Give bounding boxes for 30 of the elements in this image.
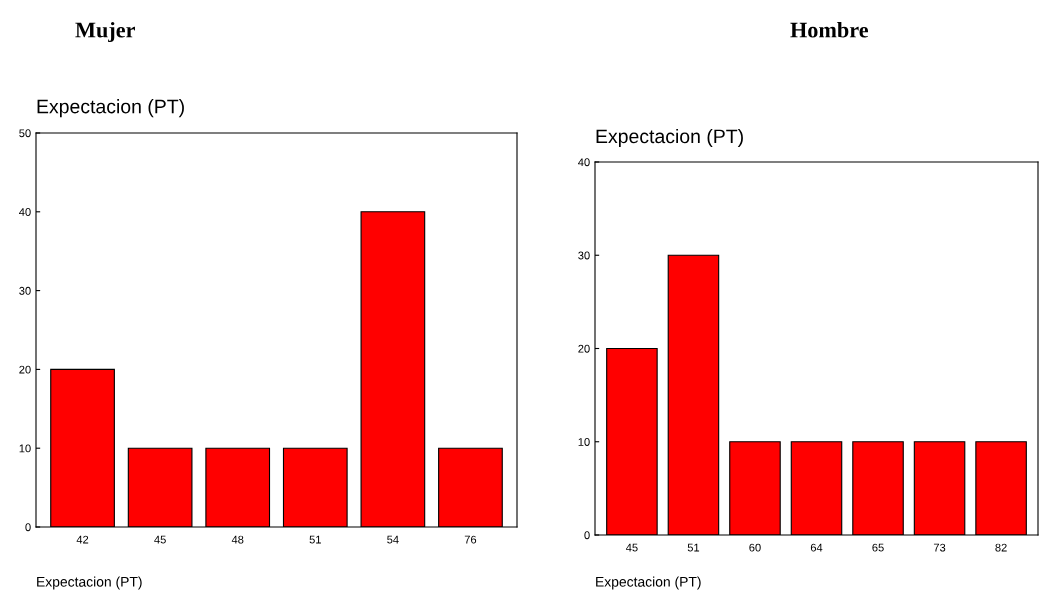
x-tick-label: 76 (464, 535, 477, 544)
y-tick-label: 40 (578, 158, 590, 167)
x-tick-label: 65 (872, 543, 884, 552)
x-axis-title: Expectacion (PT) (596, 576, 701, 590)
x-axis-title: Expectacion (PT) (37, 576, 142, 590)
y-tick-label: 10 (578, 438, 590, 446)
x-tick-label: 51 (309, 535, 321, 544)
y-tick-label: 20 (578, 344, 590, 353)
y-tick-label: 40 (19, 208, 31, 216)
chart-title: Hombre (790, 21, 869, 38)
y-tick-label: 30 (19, 286, 31, 295)
y-tick-label: 30 (578, 251, 590, 260)
y-tick-label: 50 (19, 129, 31, 138)
x-tick-label: 64 (810, 543, 823, 552)
y-axis-title: Expectacion (PT) (596, 128, 743, 148)
x-tick-label: 82 (995, 543, 1007, 552)
y-tick-label: 0 (25, 523, 31, 532)
x-tick-label: 54 (387, 535, 399, 544)
y-axis-title: Expectacion (PT) (37, 99, 184, 118)
x-tick-label: 45 (154, 535, 166, 544)
x-tick-label: 73 (933, 543, 946, 552)
x-tick-label: 42 (76, 535, 89, 544)
x-tick-label: 48 (231, 535, 244, 544)
y-tick-label: 0 (584, 531, 590, 540)
x-tick-label: 51 (687, 543, 700, 552)
x-tick-label: 45 (625, 543, 638, 552)
chart-title: Mujer (75, 21, 135, 43)
y-tick-label: 20 (19, 365, 31, 374)
y-tick-label: 10 (19, 444, 31, 453)
x-tick-label: 60 (749, 543, 761, 552)
